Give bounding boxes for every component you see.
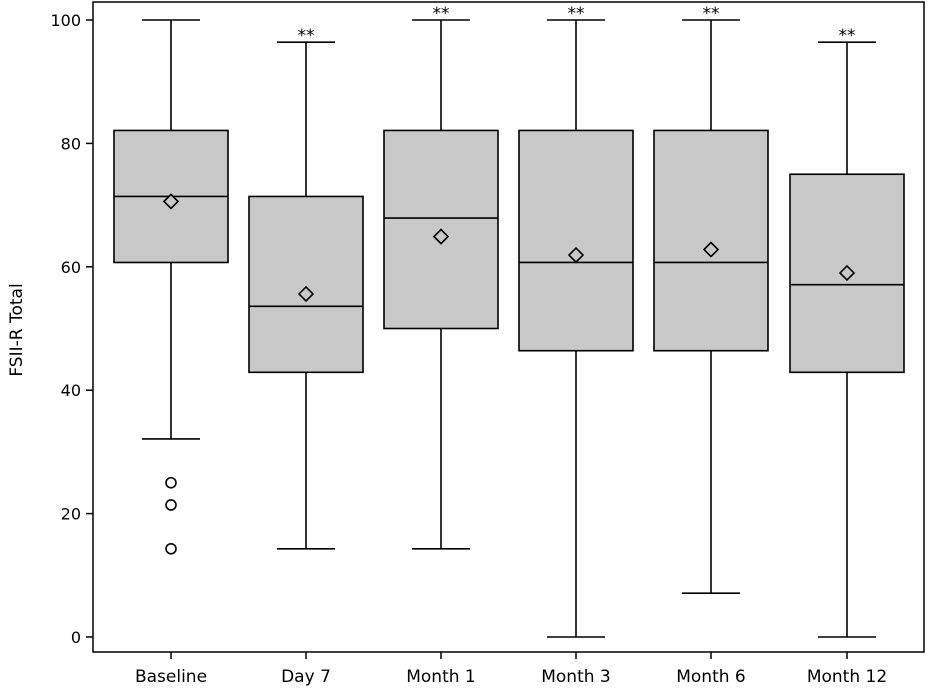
iqr-box bbox=[248, 195, 364, 374]
outlier-point bbox=[165, 476, 177, 489]
mean-marker bbox=[567, 246, 585, 264]
significance-annotation: ** bbox=[839, 26, 856, 46]
box-day-7: ** bbox=[248, 26, 364, 550]
y-tick-label: 40 bbox=[61, 381, 81, 400]
x-axis: Baseline Day 7 Month 1 Month 3 Month 6 Month … bbox=[135, 652, 887, 687]
significance-annotation: ** bbox=[703, 4, 720, 24]
significance-annotation: ** bbox=[433, 4, 450, 24]
mean-marker bbox=[838, 264, 856, 282]
mean-marker bbox=[297, 285, 315, 303]
box-group: ** ** ** ** ** bbox=[113, 4, 905, 638]
iqr-box bbox=[789, 173, 905, 374]
box-month-6: ** bbox=[653, 4, 769, 594]
x-tick-label: Month 1 bbox=[406, 667, 476, 687]
y-tick-label: 0 bbox=[71, 628, 81, 647]
x-tick-label: Day 7 bbox=[281, 667, 331, 687]
iqr-box bbox=[653, 129, 769, 352]
x-tick-label: Month 6 bbox=[676, 667, 746, 687]
mean-marker bbox=[702, 241, 720, 258]
x-tick-label: Baseline bbox=[135, 667, 207, 687]
y-tick-label: 60 bbox=[61, 258, 81, 277]
outlier-point bbox=[165, 542, 177, 555]
x-tick-label: Month 12 bbox=[807, 667, 887, 687]
y-tick-label: 100 bbox=[50, 11, 81, 30]
box-month-3: ** bbox=[518, 4, 634, 638]
outlier-point bbox=[165, 499, 177, 511]
box-baseline bbox=[113, 19, 229, 555]
significance-annotation: ** bbox=[298, 26, 315, 46]
iqr-box bbox=[518, 129, 634, 352]
mean-marker bbox=[162, 193, 180, 210]
x-tick-label: Month 3 bbox=[541, 667, 611, 687]
significance-annotation: ** bbox=[568, 4, 585, 24]
box-month-12: ** bbox=[789, 26, 905, 638]
y-axis: 0 20 40 60 80 100 bbox=[50, 11, 93, 647]
plot-frame bbox=[92, 1, 925, 653]
y-tick-label: 20 bbox=[61, 505, 81, 524]
mean-marker bbox=[432, 228, 450, 245]
box-month-1: ** bbox=[383, 4, 499, 550]
y-axis-label: FSII-R Total bbox=[7, 283, 27, 376]
y-tick-label: 80 bbox=[61, 134, 81, 153]
